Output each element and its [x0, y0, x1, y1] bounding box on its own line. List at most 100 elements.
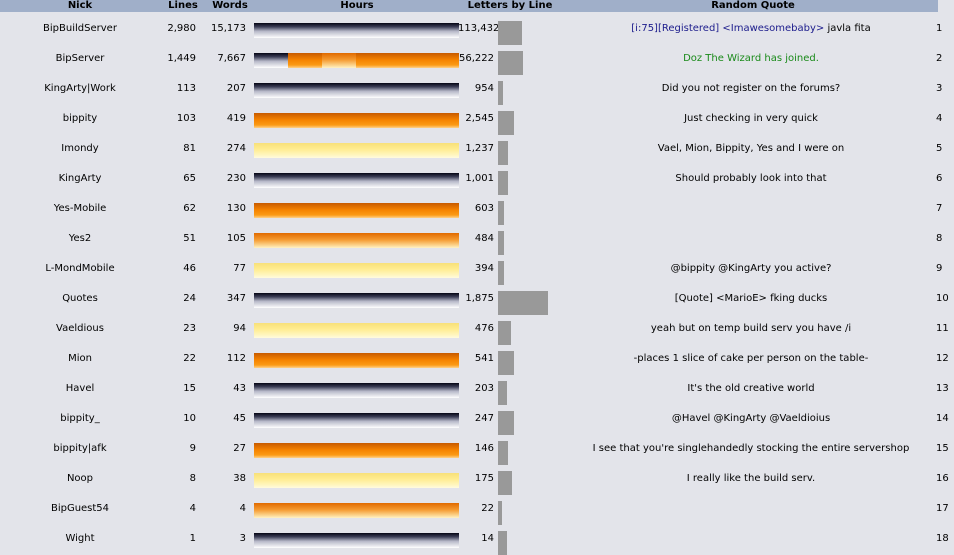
hours-bar: [254, 293, 459, 308]
quote-cell: yeah but on temp build serv you have /i: [568, 314, 934, 344]
lines-cell: 9: [189, 443, 196, 454]
letters-count-cell: 247: [474, 413, 494, 424]
words-cell: 347: [226, 293, 246, 304]
quote-cell: Doz The Wizard has joined.: [568, 44, 934, 74]
hours-bar-segment: [254, 263, 459, 278]
quote-cell: [568, 224, 934, 254]
nick-cell: Quotes: [62, 293, 98, 304]
quote-cell: @bippity @KingArty you active?: [568, 254, 934, 284]
hours-bar: [254, 443, 459, 458]
letters-per-line-bar: [498, 381, 507, 405]
hours-bar-segment: [254, 503, 459, 518]
lines-cell: 65: [183, 173, 196, 184]
words-cell: 43: [233, 383, 246, 394]
hours-bar-segment: [254, 53, 288, 68]
nick-cell: BipBuildServer: [43, 23, 117, 34]
hours-bar-segment: [254, 353, 459, 368]
letters-per-line-bar: [498, 141, 508, 165]
hours-bar-segment: [254, 143, 459, 158]
quote-text: Vael, Mion, Bippity, Yes and I were on: [657, 143, 845, 154]
quote-text: yeah but on temp build serv you have /i: [650, 323, 852, 334]
nick-cell: Vaeldious: [56, 323, 104, 334]
quote-cell: It's the old creative world: [568, 374, 934, 404]
hours-bar: [254, 83, 459, 98]
quote-cell: Did you not register on the forums?: [568, 74, 934, 104]
hours-bar: [254, 203, 459, 218]
nick-cell: bippity: [62, 113, 98, 124]
letters-per-line-bar: [498, 351, 514, 375]
table-row: BipServer 1,449 7,667 56,222 Doz The Wizard …: [0, 44, 954, 75]
hours-bar: [254, 413, 459, 428]
letters-count-cell: 22: [481, 503, 494, 514]
table-row: bippity 103 419 2,545 Just checking in very …: [0, 104, 954, 135]
letters-per-line-bar: [498, 201, 504, 225]
letters-per-line-bar: [498, 441, 508, 465]
quote-text: [Quote] <MarioE> fking ducks: [674, 293, 828, 304]
letters-per-line-bar: [498, 471, 512, 495]
quote-cell: [Quote] <MarioE> fking ducks: [568, 284, 934, 314]
header-nick: Nick: [67, 0, 93, 11]
rank-cell: 4: [936, 113, 943, 124]
quote-cell: [568, 194, 934, 224]
table-row: Havel 15 43 203 It's the old creative world 1…: [0, 374, 954, 405]
header-words: Words: [212, 0, 248, 11]
nick-cell: bippity|afk: [53, 443, 107, 454]
hours-bar-segment: [254, 233, 459, 248]
hours-bar: [254, 353, 459, 368]
hours-bar: [254, 113, 459, 128]
letters-per-line-bar: [498, 261, 504, 285]
hours-bar: [254, 263, 459, 278]
nick-cell: KingArty: [58, 173, 102, 184]
words-cell: 105: [226, 233, 246, 244]
hours-bar-segment: [254, 173, 459, 188]
hours-bar: [254, 173, 459, 188]
words-cell: 15,173: [211, 23, 246, 34]
quote-cell: -places 1 slice of cake per person on th…: [568, 344, 934, 374]
hours-bar: [254, 53, 459, 68]
table-row: Mion 22 112 541 -places 1 slice of cake per …: [0, 344, 954, 375]
rank-cell: 13: [936, 383, 949, 394]
rank-cell: 11: [936, 323, 949, 334]
letters-per-line-bar: [498, 21, 522, 45]
header-random-quote: Random Quote: [711, 0, 795, 11]
quote-registered-prefix: [i:75][Registered] <Imawesomebaby>: [631, 23, 825, 34]
words-cell: 7,667: [217, 53, 246, 64]
hours-bar: [254, 233, 459, 248]
table-row: Vaeldious 23 94 476 yeah but on temp build s…: [0, 314, 954, 345]
quote-text: Just checking in very quick: [684, 113, 818, 124]
lines-cell: 1,449: [167, 53, 196, 64]
words-cell: 112: [226, 353, 246, 364]
quote-text: Doz The Wizard has joined.: [683, 53, 819, 64]
hours-bar-segment: [254, 83, 459, 98]
nick-cell: BipServer: [55, 53, 105, 64]
quote-cell: Just checking in very quick: [568, 104, 934, 134]
rank-cell: 10: [936, 293, 949, 304]
letters-per-line-bar: [498, 501, 502, 525]
letters-count-cell: 2,545: [465, 113, 494, 124]
nick-cell: BipGuest54: [50, 503, 110, 514]
lines-cell: 62: [183, 203, 196, 214]
words-cell: 94: [233, 323, 246, 334]
lines-cell: 1: [189, 533, 196, 544]
words-cell: 419: [226, 113, 246, 124]
quote-cell: I see that you're singlehandedly stockin…: [568, 434, 934, 464]
quote-cell: [i:75][Registered] <Imawesomebaby> javla…: [568, 14, 934, 44]
rank-cell: 17: [936, 503, 949, 514]
quote-cell: @Havel @KingArty @Vaeldioius: [568, 404, 934, 434]
letters-count-cell: 476: [474, 323, 494, 334]
letters-count-cell: 56,222: [459, 53, 494, 64]
hours-bar-segment: [254, 203, 459, 218]
table-row: Noop 8 38 175 I really like the build serv. 1…: [0, 464, 954, 495]
rank-cell: 12: [936, 353, 949, 364]
letters-per-line-bar: [498, 531, 507, 555]
letters-count-cell: 113,432: [458, 23, 500, 34]
quote-text: @bippity @KingArty you active?: [670, 263, 832, 274]
header-letters-by-line: Letters by Line: [467, 0, 553, 11]
words-cell: 4: [239, 503, 246, 514]
hours-bar: [254, 383, 459, 398]
lines-cell: 23: [183, 323, 196, 334]
nick-cell: KingArty|Work: [44, 83, 116, 94]
table-row: Yes2 51 105 484 8: [0, 224, 954, 255]
words-cell: 230: [226, 173, 246, 184]
lines-cell: 8: [189, 473, 196, 484]
